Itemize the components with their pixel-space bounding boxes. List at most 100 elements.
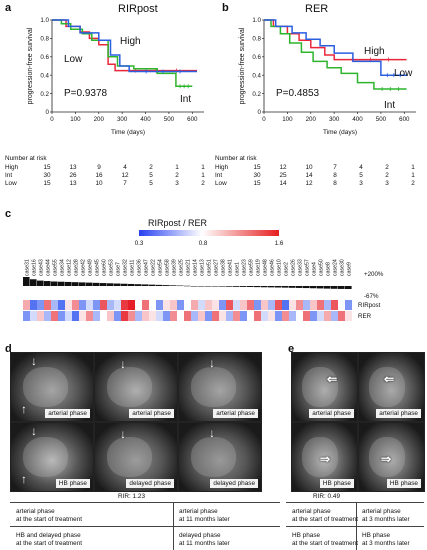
x-tick-label: 0 xyxy=(50,116,54,123)
y-tick-label: 0.4 xyxy=(252,72,261,79)
waterfall-bar xyxy=(296,286,303,288)
risk-cell: 14 xyxy=(301,172,317,180)
case-label: case25 xyxy=(179,259,185,276)
risk-cell: 1 xyxy=(195,164,211,172)
ct-scan-image: ⇒ HB phase xyxy=(358,422,425,492)
waterfall-bar xyxy=(212,286,219,287)
waterfall-bar xyxy=(310,286,317,288)
heatmap-cell xyxy=(184,311,191,321)
waterfall-bar xyxy=(226,286,233,287)
heatmap-cell xyxy=(156,311,163,321)
arrow-icon: ↓ xyxy=(31,355,37,367)
heatmap-cell xyxy=(107,300,114,310)
y-tick-label: 0.4 xyxy=(40,72,49,79)
heatmap-cell xyxy=(149,311,156,321)
waterfall-bar xyxy=(275,286,282,287)
heatmap-cell xyxy=(107,311,114,321)
arrow-icon: ↓ xyxy=(209,427,215,439)
waterfall-bar xyxy=(51,282,58,287)
risk-cell: 15 xyxy=(249,164,265,172)
heatmap-cell xyxy=(268,300,275,310)
rir-e: RIR: 0.49 xyxy=(313,493,340,500)
arrow-icon: ⇒ xyxy=(381,453,391,465)
x-tick-label: 600 xyxy=(187,116,198,123)
case-label: case1 xyxy=(235,262,241,276)
waterfall-bar xyxy=(156,285,163,286)
risk-cell: 13 xyxy=(65,164,81,172)
colorbar-tick-label: 1.6 xyxy=(275,240,284,247)
phase-label: HB phase xyxy=(320,479,354,488)
heatmap-cell xyxy=(149,300,156,310)
x-tick-label: 500 xyxy=(376,116,387,123)
risk-cell: 9 xyxy=(91,164,107,172)
case-label: case2 xyxy=(284,262,290,276)
heatmap-cell xyxy=(86,300,93,310)
waterfall-bar xyxy=(324,286,331,289)
risk-cell: 1 xyxy=(405,172,421,180)
heatmap-cell xyxy=(198,300,205,310)
risk-cell: 25 xyxy=(275,172,291,180)
arrow-icon: ↓ xyxy=(31,425,37,437)
risk-row-label: Low xyxy=(5,180,17,188)
case-label: case19 xyxy=(256,259,262,276)
x-tick-label: 400 xyxy=(140,116,151,123)
case-label: case53 xyxy=(109,259,115,276)
risk-cell: 12 xyxy=(117,172,133,180)
waterfall-bar xyxy=(254,286,261,287)
heatmap-cell xyxy=(247,311,254,321)
waterfall-bar xyxy=(261,286,268,287)
organ-shape xyxy=(23,367,68,408)
heatmap-cell xyxy=(289,311,296,321)
case-label: case22 xyxy=(151,259,157,276)
caption-text: arterial phase at 11 months later xyxy=(179,508,230,524)
case-label: case24 xyxy=(333,259,339,276)
heatmap-cell xyxy=(37,311,44,321)
case-label: case10 xyxy=(277,259,283,276)
risk-cell: 2 xyxy=(195,180,211,188)
waterfall-bar xyxy=(191,286,198,287)
rir-d: RIR: 1.23 xyxy=(118,493,145,500)
heatmap-cell xyxy=(233,300,240,310)
heatmap-cell xyxy=(219,311,226,321)
waterfall-bar xyxy=(198,286,205,287)
heatmap-cell xyxy=(128,311,135,321)
x-tick-label: 100 xyxy=(282,116,293,123)
risk-cell: 10 xyxy=(91,180,107,188)
risk-cell: 5 xyxy=(353,172,369,180)
ct-scan-image: ↓ ↑ arterial phase xyxy=(10,352,94,422)
x-tick-label: 200 xyxy=(306,116,317,123)
heatmap-cell xyxy=(114,311,121,321)
ct-scan-image: ⇐ arterial phase xyxy=(358,352,425,422)
y-tick-label: 0.6 xyxy=(40,54,49,61)
colorbar-tick-label: 0.8 xyxy=(199,240,208,247)
y-tick-label: 0.8 xyxy=(252,36,261,43)
heatmap-row-label: RER xyxy=(358,313,372,320)
risk-row-label: High xyxy=(5,164,18,172)
risk-cell: 3 xyxy=(169,180,185,188)
risk-cell: 12 xyxy=(301,180,317,188)
heatmap-cell xyxy=(275,311,282,321)
ct-scan-image: ↓ delayed phase xyxy=(94,422,178,492)
arrow-icon: ⇐ xyxy=(327,373,337,385)
ct-scan-image: ↓ ↑ HB phase xyxy=(10,422,94,492)
x-tick-label: 0 xyxy=(262,116,266,123)
heatmap-cell xyxy=(65,311,72,321)
risk-cell: 3 xyxy=(353,180,369,188)
risk-cell: 7 xyxy=(327,164,343,172)
heatmap-title: RIRpost / RER xyxy=(148,218,207,228)
case-label: case57 xyxy=(305,259,311,276)
case-label: case23 xyxy=(242,259,248,276)
y-tick-label: 1.0 xyxy=(252,17,261,24)
arrow-icon: ↓ xyxy=(209,357,215,369)
heatmap-cell xyxy=(219,300,226,310)
organ-shape xyxy=(191,367,236,408)
caption-text: arterial phase at the start of treatment xyxy=(292,508,358,524)
arrow-icon: ↑ xyxy=(21,403,27,415)
heatmap-cell xyxy=(198,311,205,321)
ct-scan-image: ↓ delayed phase xyxy=(178,422,262,492)
divider xyxy=(10,502,280,503)
y-tick-label: 0.2 xyxy=(252,91,261,98)
risk-cell: 26 xyxy=(65,172,81,180)
panel-label-b: b xyxy=(222,2,229,14)
ct-scan-image: ⇒ HB phase xyxy=(291,422,358,492)
